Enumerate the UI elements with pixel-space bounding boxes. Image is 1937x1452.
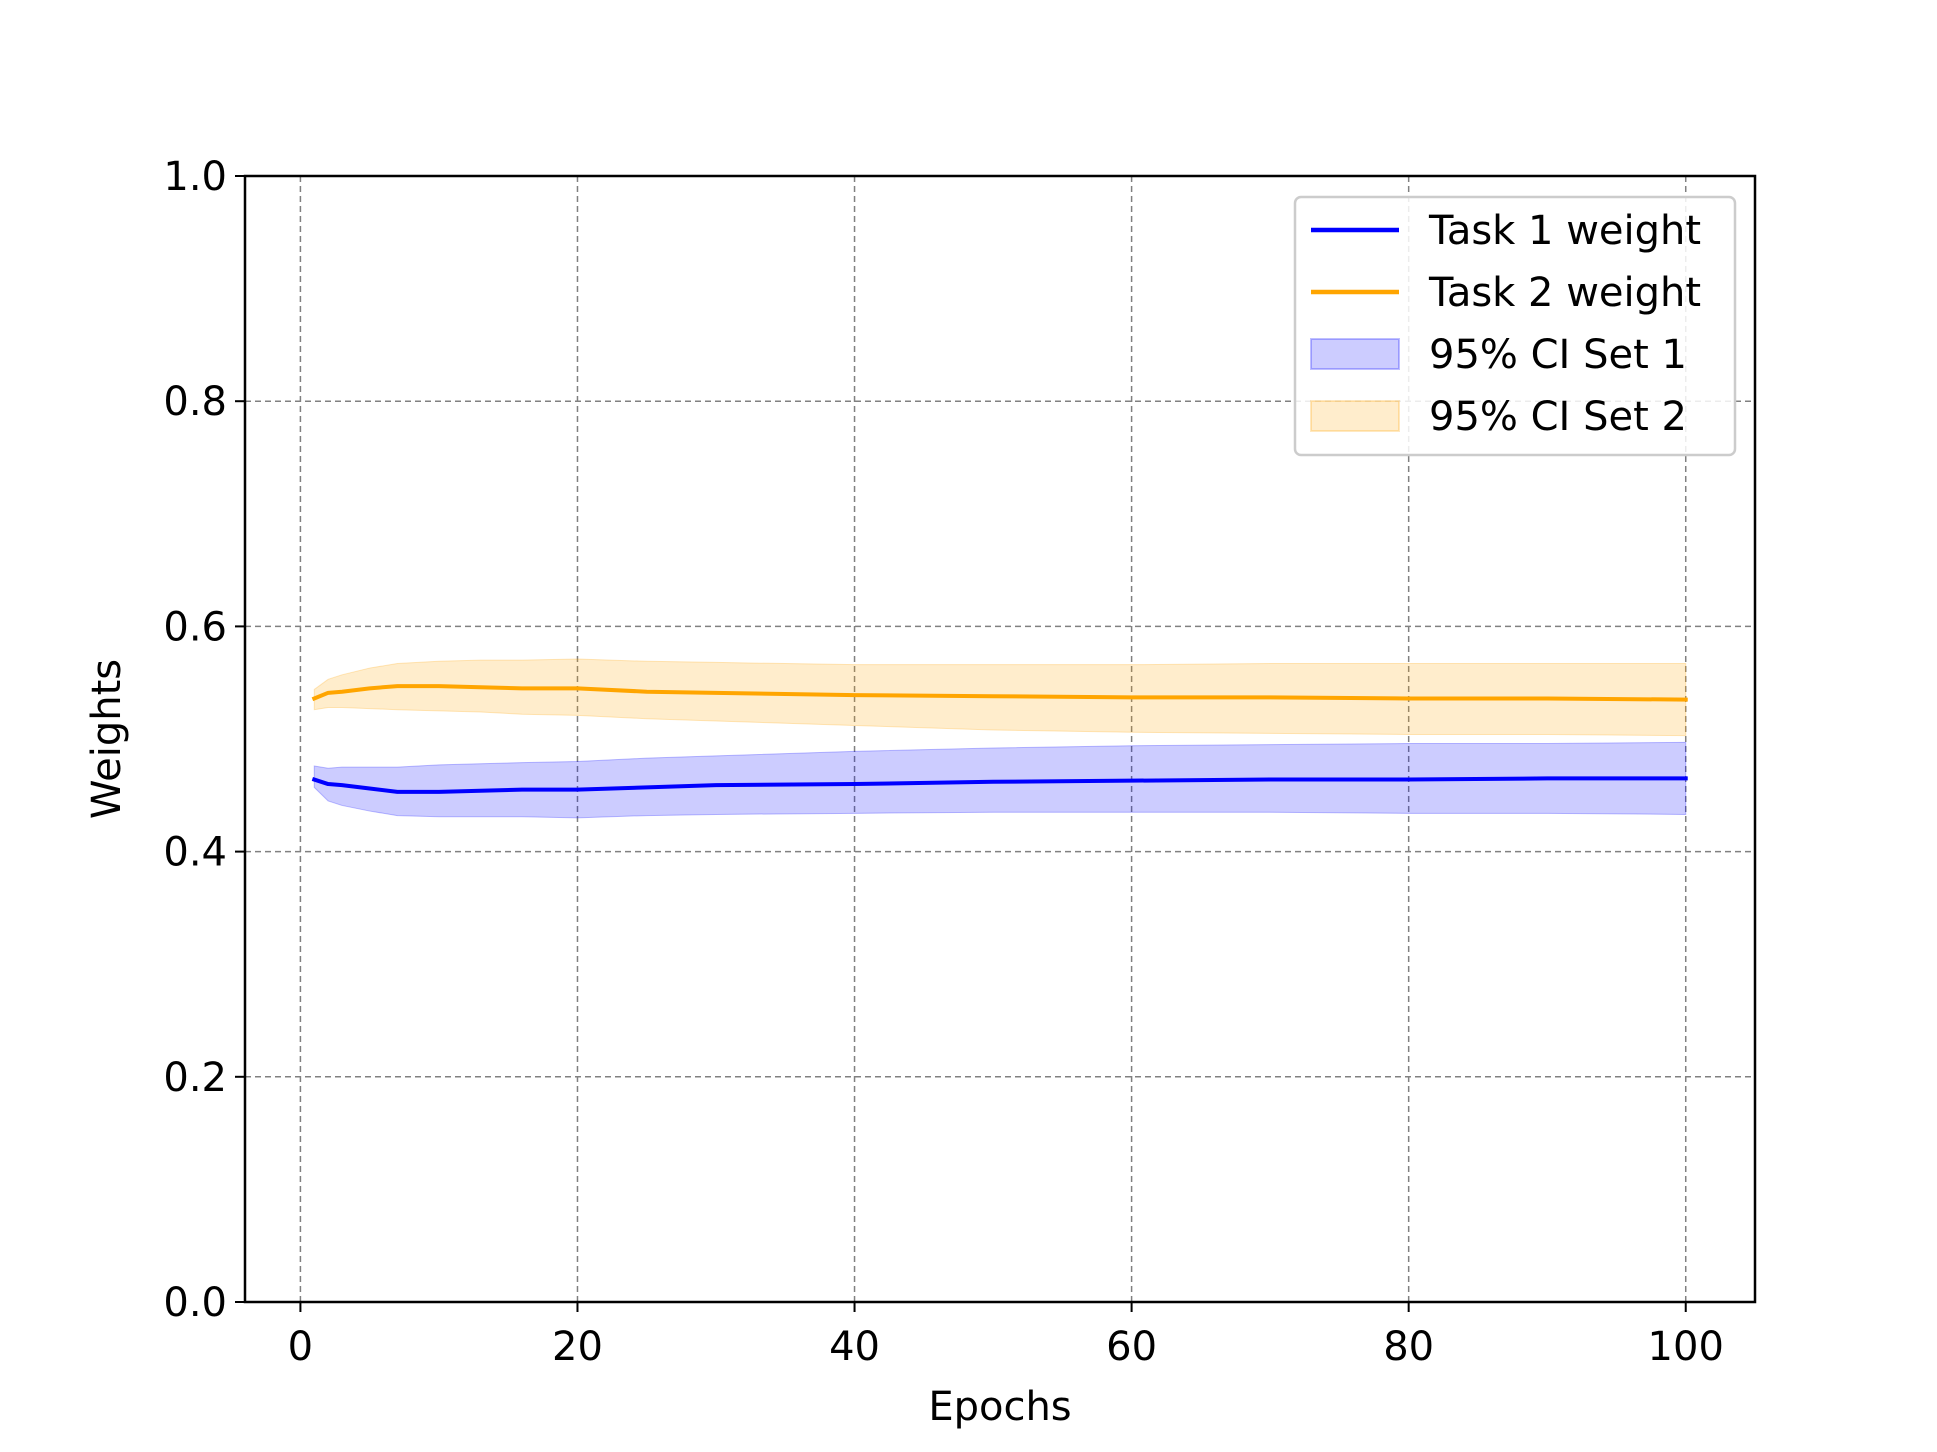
x-tick-label: 0 [288,1324,313,1370]
legend-box [1293,195,1737,457]
legend-patch-swatch [1310,400,1400,432]
x-tick-label: 40 [829,1324,880,1370]
y-tick-label: 1.0 [163,154,227,200]
y-tick-label: 0.2 [163,1055,227,1101]
legend-patch-swatch [1310,338,1400,370]
y-tick-label: 0.8 [163,379,227,425]
legend: Task 1 weight Task 2 weight 95% CI Set 1 95… [1293,195,1737,457]
y-axis-label: Weights [84,659,130,819]
y-tick-label: 0.6 [163,604,227,650]
series-line-task-1 [311,776,1688,794]
plot-frame [243,174,1757,1304]
axis-ticks: 0 20 40 60 80 100 0.0 0.2 0.4 0.6 0.8 1.0 [163,154,1724,1370]
series-line-task-2 [311,684,1688,702]
series-lines [311,684,1688,794]
x-tick-label: 60 [1106,1324,1157,1370]
legend-label: 95% CI Set 1 [1429,332,1687,378]
y-tick-label: 0.4 [163,830,227,876]
x-axis-label: Epochs [928,1384,1071,1430]
x-tick-label: 20 [552,1324,603,1370]
legend-label: Task 2 weight [1428,270,1701,316]
legend-label: Task 1 weight [1428,208,1701,254]
x-tick-label: 80 [1383,1324,1434,1370]
legend-label: 95% CI Set 2 [1429,394,1687,440]
y-tick-label: 0.0 [163,1280,227,1326]
x-tick-label: 100 [1648,1324,1724,1370]
